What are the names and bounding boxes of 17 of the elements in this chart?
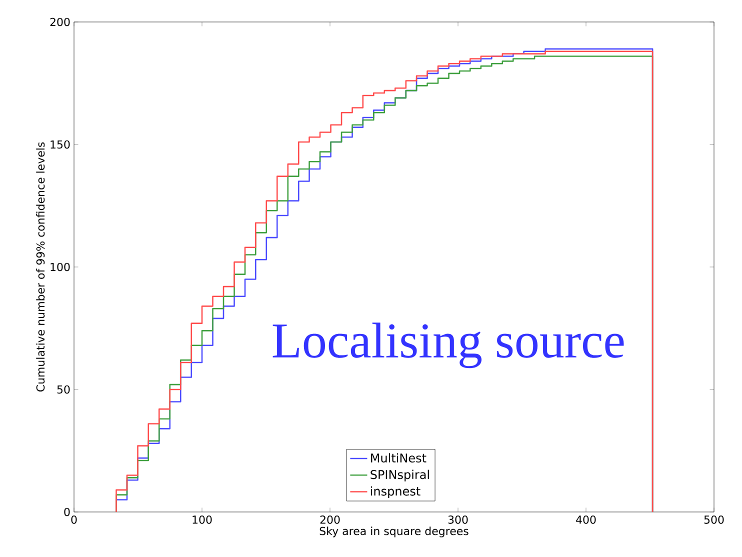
x-tick-label: 200 [320, 515, 340, 524]
y-tick-label: 200 [50, 18, 70, 26]
y-tick-label: 50 [57, 385, 70, 394]
legend-label: inspnest [370, 486, 420, 498]
y-axis-title: Cumulative number of 99% confidence levels [36, 142, 45, 392]
x-tick-label: 500 [704, 515, 724, 524]
x-tick-label: 300 [448, 515, 468, 524]
y-tick-label: 0 [64, 508, 70, 516]
y-tick-label: 150 [50, 140, 70, 149]
x-tick-label: 400 [576, 515, 596, 524]
legend-label: SPINspiral [370, 470, 429, 482]
y-tick-label: 100 [50, 262, 70, 272]
legend-label: MultiNest [371, 453, 426, 463]
x-tick-label: 100 [192, 515, 212, 524]
x-axis-title: Sky area in square degrees [320, 526, 468, 538]
annotation: Localising source [272, 322, 624, 368]
x-tick-label: 0 [71, 515, 77, 524]
